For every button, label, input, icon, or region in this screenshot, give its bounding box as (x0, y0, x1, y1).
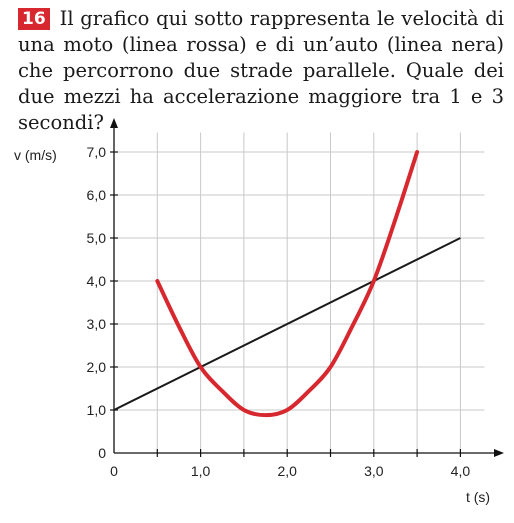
y-axis-label: v (m/s) (14, 147, 57, 163)
chart-ticks: 0 1,0 2,0 3,0 4,0 0 1,0 2,0 3,0 4,0 5,0 6,0 7,0 (87, 144, 471, 479)
x-tick-label: 3,0 (364, 463, 384, 479)
y-tick-label: 1,0 (87, 402, 107, 418)
x-tick-label: 2,0 (277, 463, 297, 479)
question-number-badge: 16 (18, 8, 50, 30)
x-tick-label: 1,0 (191, 463, 211, 479)
y-axis-arrow (110, 118, 118, 128)
chart-series (113, 150, 461, 418)
y-tick-label: 4,0 (87, 273, 107, 289)
question-text: Il grafico qui sotto rappresenta le velo… (18, 7, 504, 134)
y-tick-label: 7,0 (87, 144, 107, 160)
motorbike-velocity-curve (155, 150, 420, 418)
chart-axes (110, 118, 504, 457)
y-tick-label: 0 (98, 445, 106, 461)
x-tick-label: 4,0 (451, 463, 471, 479)
car-velocity-line (113, 237, 461, 411)
x-axis-label: t (s) (466, 489, 490, 505)
x-axis-arrow (494, 449, 504, 457)
question-text-block: 16 Il grafico qui sotto rappresenta le ve… (18, 6, 504, 136)
y-tick-label: 6,0 (87, 187, 107, 203)
chart-grid (114, 132, 485, 453)
y-tick-label: 3,0 (87, 316, 107, 332)
y-tick-label: 2,0 (87, 359, 107, 375)
y-tick-label: 5,0 (87, 230, 107, 246)
x-tick-label: 0 (110, 463, 118, 479)
